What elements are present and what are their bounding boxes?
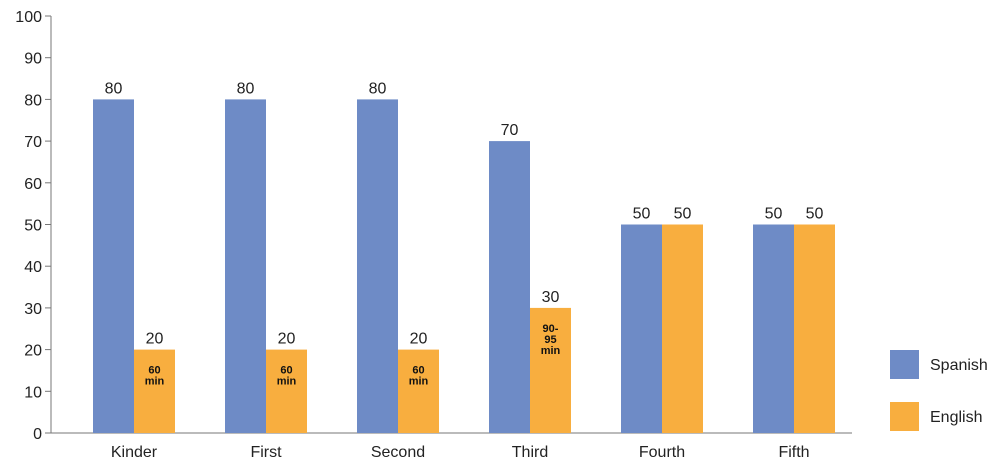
y-tick-label: 50 xyxy=(24,218,42,235)
bar-english-second xyxy=(398,349,439,433)
value-label: 30 xyxy=(542,289,560,306)
bar-note-text: min xyxy=(145,376,165,388)
value-label: 80 xyxy=(237,80,255,97)
bar-english-first xyxy=(266,349,307,433)
x-category-label: Fourth xyxy=(639,444,685,459)
bar-english-third xyxy=(530,307,571,433)
x-category-label: Third xyxy=(512,444,548,459)
y-tick-label: 70 xyxy=(24,134,42,151)
value-label: 20 xyxy=(146,331,164,348)
y-tick-label: 20 xyxy=(24,343,42,360)
bars xyxy=(93,99,835,434)
bar-spanish-kinder xyxy=(93,99,134,434)
bar-english-fifth xyxy=(794,224,835,433)
y-tick-label: 80 xyxy=(24,92,42,109)
value-label: 20 xyxy=(410,331,428,348)
y-tick-label: 90 xyxy=(24,51,42,68)
axes: 0 10 20 30 40 50 60 70 80 90 100 xyxy=(15,9,852,443)
legend: Spanish English xyxy=(890,350,988,431)
bar-spanish-first xyxy=(225,99,266,434)
value-label: 20 xyxy=(278,331,296,348)
legend-label-spanish: Spanish xyxy=(930,357,988,374)
y-tick-label: 100 xyxy=(15,9,42,26)
legend-swatch-english xyxy=(890,402,919,431)
bar-note-text: 90- xyxy=(543,323,559,335)
value-label: 50 xyxy=(765,206,783,223)
bar-note-text: min xyxy=(277,376,297,388)
bar-english-kinder xyxy=(134,349,175,433)
bar-spanish-third xyxy=(489,141,530,433)
y-tick-label: 30 xyxy=(24,301,42,318)
legend-swatch-spanish xyxy=(890,350,919,379)
value-label: 80 xyxy=(105,80,123,97)
y-tick-label: 10 xyxy=(24,384,42,401)
bar-note-text: 95 xyxy=(544,334,556,346)
bar-note-text: 60 xyxy=(148,365,160,377)
y-tick-label: 40 xyxy=(24,259,42,276)
value-label: 70 xyxy=(501,122,519,139)
bar-note-text: min xyxy=(409,376,429,388)
labels: 802060minKinder802060minFirst802060minSe… xyxy=(105,80,824,459)
x-category-label: First xyxy=(250,444,282,459)
legend-label-english: English xyxy=(930,409,982,426)
bar-spanish-second xyxy=(357,99,398,434)
x-category-label: Second xyxy=(371,444,425,459)
bar-note-text: 60 xyxy=(280,365,292,377)
x-category-label: Kinder xyxy=(111,444,158,459)
value-label: 50 xyxy=(674,206,692,223)
y-tick-label: 0 xyxy=(33,426,42,443)
bar-english-fourth xyxy=(662,224,703,433)
y-tick-label: 60 xyxy=(24,176,42,193)
value-label: 50 xyxy=(806,206,824,223)
bar-note-text: min xyxy=(541,345,561,357)
bar-spanish-fifth xyxy=(753,224,794,433)
bar-note-text: 60 xyxy=(412,365,424,377)
bar-spanish-fourth xyxy=(621,224,662,433)
value-label: 50 xyxy=(633,206,651,223)
value-label: 80 xyxy=(369,80,387,97)
x-category-label: Fifth xyxy=(778,444,809,459)
